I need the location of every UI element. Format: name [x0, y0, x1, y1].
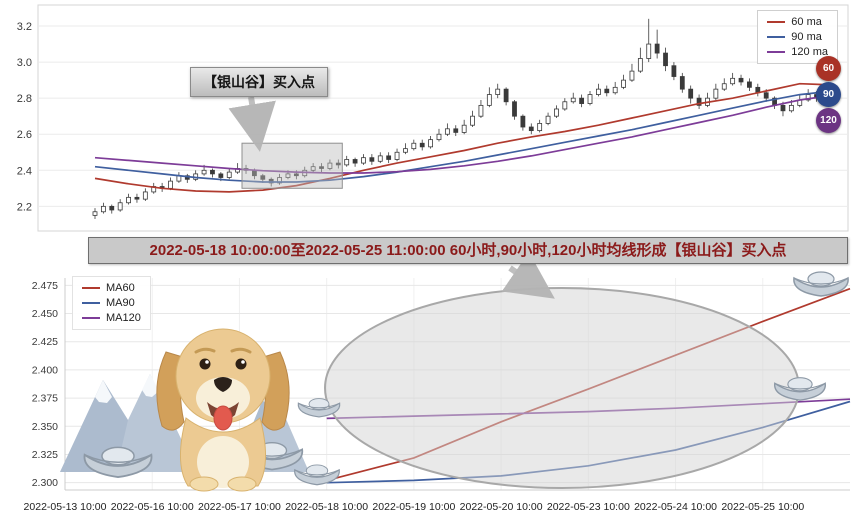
y-axis-tick-label: 2.350: [32, 421, 58, 433]
120ma-line: [94, 95, 826, 174]
candlestick-series: [92, 18, 828, 219]
x-axis-tick-label: 2022-05-25 10:00: [721, 501, 805, 513]
y-axis-tick-label: 2.2: [17, 201, 32, 213]
y-axis-tick-label: 2.400: [32, 364, 58, 376]
x-axis-tick-label: 2022-05-19 10:00: [372, 501, 456, 513]
legend-item-120ma: 120 ma: [767, 46, 828, 58]
legend-item-90ma: 90 ma: [767, 31, 828, 43]
legend-label: 90 ma: [791, 31, 822, 43]
silver-valley-highlight-box: [241, 142, 343, 189]
line-swatch-icon: [767, 51, 786, 53]
line-swatch-icon: [82, 302, 100, 304]
top-chart-legend: 60 ma 90 ma 120 ma: [757, 10, 838, 64]
x-axis-tick-label: 2022-05-16 10:00: [110, 501, 194, 513]
pattern-highlight-ellipse: [324, 287, 800, 489]
line-swatch-icon: [82, 287, 100, 289]
legend-item-ma90: MA90: [82, 297, 141, 309]
pattern-title-banner: 2022-05-18 10:00:00至2022-05-25 11:00:00 …: [88, 237, 848, 264]
legend-label: 120 ma: [791, 46, 828, 58]
y-axis-tick-label: 2.375: [32, 393, 58, 405]
ma-badge-120: 120: [816, 108, 841, 133]
y-axis-tick-label: 2.300: [32, 477, 58, 489]
top-plot-layer: 2.2 2.4 2.6 2.8 3.0 3.2: [17, 4, 849, 232]
y-axis-tick-label: 2.6: [17, 129, 32, 141]
banner-arrow: [501, 264, 555, 299]
x-axis-tick-label: 2022-05-24 10:00: [634, 501, 717, 513]
90ma-line: [94, 91, 825, 183]
legend-label: MA60: [106, 282, 135, 294]
x-axis-labels: 2022-05-13 10:00 2022-05-16 10:00 2022-05-…: [0, 501, 857, 517]
y-axis-tick-label: 2.425: [32, 336, 58, 348]
ma-badge-90: 90: [816, 82, 841, 107]
legend-label: 60 ma: [791, 16, 822, 28]
60ma-line: [94, 82, 825, 193]
ma-badge-60: 60: [816, 56, 841, 81]
bottom-chart-legend: MA60 MA90 MA120: [72, 276, 151, 330]
line-swatch-icon: [82, 317, 100, 319]
x-axis-tick-label: 2022-05-23 10:00: [546, 501, 630, 513]
x-axis-tick-label: 2022-05-20 10:00: [459, 501, 543, 513]
price-candlestick-chart: 2.2 2.4 2.6 2.8 3.0 3.2: [17, 4, 849, 232]
buy-point-annotation: 【银山谷】买入点: [190, 67, 328, 97]
line-swatch-icon: [767, 21, 786, 23]
y-axis-tick-label: 2.4: [17, 165, 32, 177]
y-axis-tick-label: 3.0: [17, 57, 32, 69]
y-axis-tick-label: 3.2: [17, 21, 32, 33]
legend-label: MA90: [106, 297, 135, 309]
legend-item-60ma: 60 ma: [767, 16, 828, 28]
legend-label: MA120: [106, 312, 141, 324]
legend-item-ma60: MA60: [82, 282, 141, 294]
ma-detail-line-chart: 2.300 2.325 2.350 2.375 2.400 2.425 2.450 2.475: [32, 264, 851, 492]
x-axis-tick-label: 2022-05-18 10:00: [285, 501, 369, 513]
y-axis-tick-label: 2.475: [32, 280, 58, 292]
dog-illustration: [156, 328, 290, 492]
y-axis-tick-label: 2.325: [32, 449, 58, 461]
y-axis-tick-label: 2.8: [17, 93, 32, 105]
x-axis-tick-label: 2022-05-13 10:00: [23, 501, 107, 513]
annotation-arrow: [228, 96, 276, 152]
line-swatch-icon: [767, 36, 786, 38]
legend-item-ma120: MA120: [82, 312, 141, 324]
x-axis-tick-label: 2022-05-17 10:00: [197, 501, 281, 513]
y-axis-tick-label: 2.450: [32, 308, 58, 320]
